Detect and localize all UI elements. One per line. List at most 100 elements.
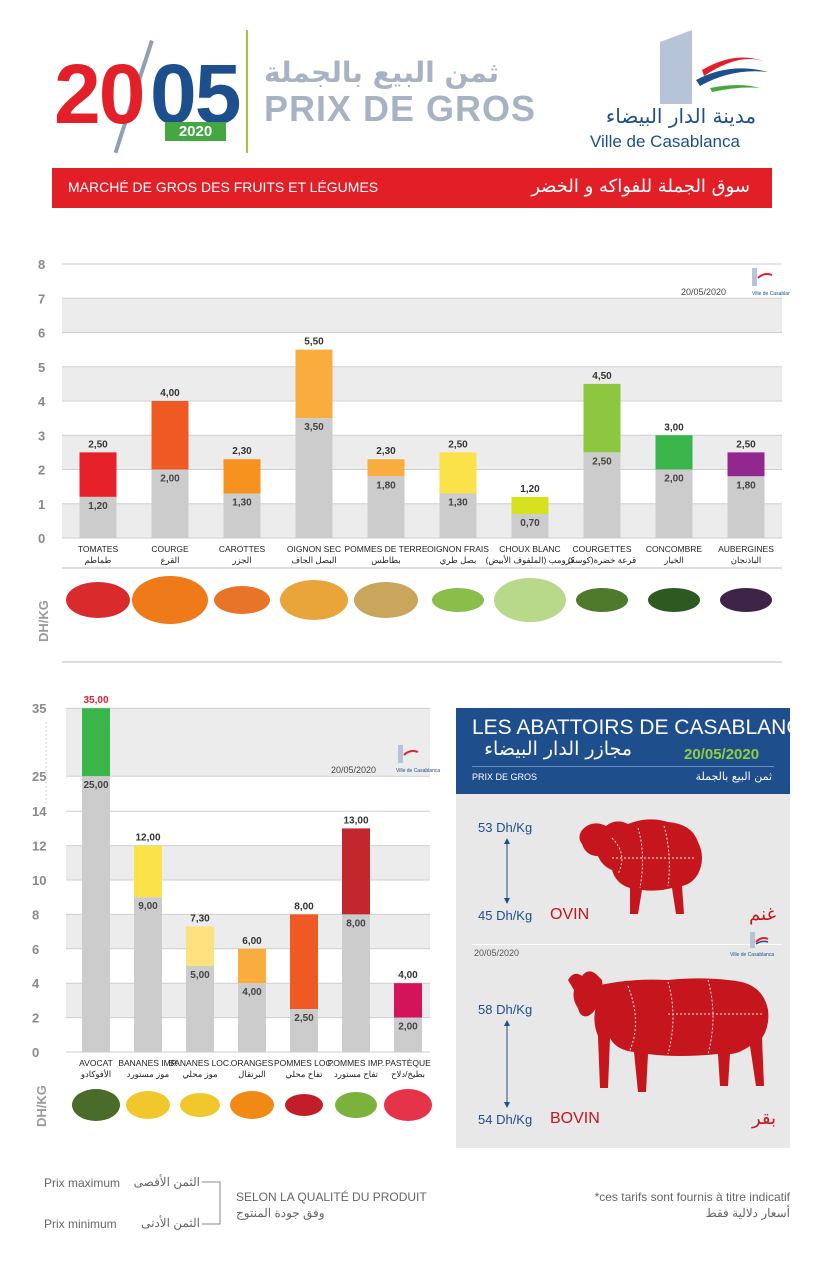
avocado-icon xyxy=(72,1089,120,1121)
bar-max xyxy=(511,496,549,515)
data-label-min: 2,50 xyxy=(294,1013,314,1024)
title-arabic: ثمن البيع بالجملة xyxy=(264,56,499,89)
x-tick-label: PASTÈQUE xyxy=(385,1058,431,1068)
x-tick-label-arabic: طماطم xyxy=(85,555,112,566)
title-french: PRIX DE GROS xyxy=(264,88,537,129)
bar-min xyxy=(134,897,162,1052)
legend-max-french: Prix maximum xyxy=(44,1176,121,1190)
orange-icon xyxy=(230,1091,274,1119)
y-tick-label: 1 xyxy=(38,497,45,512)
x-tick-label-arabic: الأفوكادو xyxy=(80,1068,111,1080)
bar-min xyxy=(82,776,110,1052)
tomato-icon xyxy=(66,582,130,618)
legend-bracket xyxy=(202,1181,221,1225)
chart-logo-icon xyxy=(398,745,403,763)
bar-max xyxy=(439,452,477,494)
abattoirs-subtitle: PRIX DE GROS xyxy=(472,772,538,782)
x-tick-label-arabic: كرومب (الملفوف الأبيض) xyxy=(486,554,576,566)
data-label-max: 1,20 xyxy=(520,484,540,495)
x-tick-label: CAROTTES xyxy=(219,544,266,554)
data-label-max: 2,50 xyxy=(448,439,468,450)
grid-band xyxy=(66,708,430,777)
bovin-max-price: 58 Dh/Kg xyxy=(478,1002,533,1017)
bar-min xyxy=(186,966,214,1052)
banana-icon xyxy=(126,1091,170,1119)
bar-min xyxy=(151,469,189,538)
data-label-max: 4,00 xyxy=(160,388,180,399)
x-tick-label: AUBERGINES xyxy=(718,544,774,554)
abattoirs-subtitle-arabic: ثمن البيع بالجملة xyxy=(695,770,772,783)
y-tick-label: 6 xyxy=(38,326,45,341)
vegetables-chart: 0 1 2 3 4 5 6 7 8 20/05/2020 Ville de Casablanca 2,… xyxy=(36,257,790,663)
zucchini-icon xyxy=(576,588,628,612)
abattoirs-title: LES ABATTOIRS DE CASABLANCA xyxy=(472,716,816,739)
y-tick-label: 12 xyxy=(32,839,46,854)
bar-max xyxy=(295,349,333,419)
data-label-max: 2,30 xyxy=(232,446,252,457)
x-tick-label: BANANES IMP. xyxy=(118,1058,177,1068)
x-tick-label-arabic: بطيخ/دلاح xyxy=(391,1069,425,1080)
abattoirs-divider xyxy=(472,766,774,767)
bar-min xyxy=(238,983,266,1052)
bar-max xyxy=(223,459,261,494)
chart-date: 20/05/2020 xyxy=(681,287,726,297)
bar-max xyxy=(655,435,693,470)
bar-max xyxy=(727,452,765,477)
x-tick-label: OIGNON SEC xyxy=(287,544,341,554)
data-label-max: 35,00 xyxy=(83,695,108,706)
x-tick-label-arabic: تفاح محلي xyxy=(285,1069,323,1080)
x-tick-label: COURGETTES xyxy=(572,544,631,554)
data-label-min: 0,70 xyxy=(520,518,540,529)
bar-min xyxy=(367,476,405,538)
data-label-min: 5,00 xyxy=(190,970,210,981)
cucumber-icon xyxy=(648,588,700,612)
bar-max xyxy=(79,452,117,497)
bar-min xyxy=(394,1017,422,1052)
grid-band xyxy=(62,366,782,401)
data-label-min: 1,80 xyxy=(736,480,756,491)
data-label-min: 3,50 xyxy=(304,422,324,433)
bar-max xyxy=(583,383,621,453)
data-label-max: 12,00 xyxy=(135,833,160,844)
grid-band xyxy=(62,298,782,333)
y-unit-label: DH/KG xyxy=(34,1085,49,1127)
bar-min xyxy=(295,418,333,538)
y-tick-label: 4 xyxy=(38,394,46,409)
abattoirs-inner-date: 20/05/2020 xyxy=(474,948,520,958)
bar-min xyxy=(342,914,370,1052)
legend-max-arabic: الثمن الأقصى xyxy=(133,1175,200,1189)
chart-logo-icon xyxy=(757,273,773,279)
bar-max xyxy=(151,401,189,470)
y-tick-label: 8 xyxy=(32,907,39,922)
legend-quality-arabic: وفق جودة المنتوج xyxy=(236,1206,325,1220)
x-tick-label-arabic: بصل طري xyxy=(440,555,477,566)
bar-max xyxy=(394,983,422,1018)
x-tick-label: ORANGES xyxy=(231,1058,274,1068)
y-tick-label: 2 xyxy=(38,463,45,478)
market-banner xyxy=(52,168,772,208)
bovin-label: BOVIN xyxy=(550,1110,600,1127)
disclaimer-french: *ces tarifs sont fournis à titre indicat… xyxy=(594,1190,790,1204)
data-label-min: 8,00 xyxy=(346,918,366,929)
potato-icon xyxy=(354,582,418,618)
carrot-icon xyxy=(214,586,270,614)
apple-icon xyxy=(285,1094,323,1116)
x-tick-label: AVOCAT xyxy=(79,1058,113,1068)
onion-icon xyxy=(280,580,348,620)
x-tick-label-arabic: الخيار xyxy=(663,555,684,566)
x-tick-label: POMMES LOC. xyxy=(274,1058,334,1068)
banana-icon xyxy=(180,1093,220,1117)
data-label-max: 5,50 xyxy=(304,337,324,348)
cow-icon xyxy=(568,971,769,1092)
market-banner-arabic: سوق الجملة للفواكه و الخضر xyxy=(531,176,750,197)
y-tick-label: 10 xyxy=(32,873,46,888)
date-day: 20 xyxy=(54,47,145,141)
chart-date: 20/05/2020 xyxy=(331,765,376,775)
eggplant-icon xyxy=(720,588,772,612)
ovin-label: OVIN xyxy=(550,906,590,923)
bar-max xyxy=(342,828,370,915)
data-label-max: 2,50 xyxy=(736,439,756,450)
legend-min-arabic: الثمن الأدنى xyxy=(141,1216,200,1230)
data-label-max: 7,30 xyxy=(190,913,210,924)
chart-logo-text: Ville de Casablanca xyxy=(752,291,790,297)
